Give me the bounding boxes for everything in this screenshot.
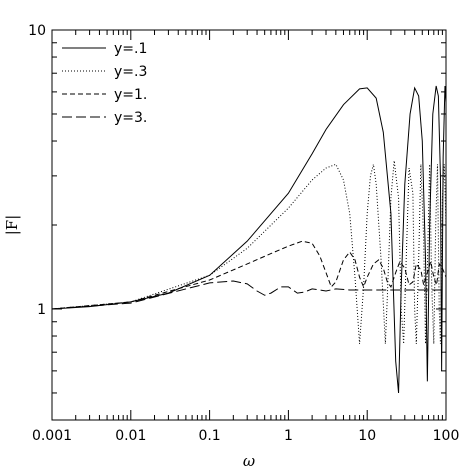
x-axis-title: ω — [243, 452, 255, 470]
plot-frame — [51, 29, 447, 421]
series-line-1 — [52, 85, 446, 394]
x-tick-label: 0.01 — [115, 428, 146, 444]
tick-label-layer: 0.001 0.01 0.1 1 10 100 1 10 — [28, 23, 459, 444]
x-tick-label: 1 — [284, 428, 293, 444]
x-tick-label: 0.001 — [32, 428, 72, 444]
y-axis-title: |F| — [3, 215, 21, 236]
legend: y=.1 y=.3 y=1. y=3. — [62, 41, 147, 126]
series-line-3 — [52, 240, 446, 310]
x-tick-label: 100 — [433, 428, 460, 444]
legend-label: y=.3 — [114, 64, 147, 80]
x-tick-label: 0.1 — [198, 428, 220, 444]
legend-label: y=3. — [114, 110, 147, 126]
y-tick-label: 1 — [37, 302, 46, 318]
series-line-2 — [52, 160, 446, 344]
x-tick-label: 10 — [358, 428, 376, 444]
legend-label: y=1. — [114, 87, 147, 103]
y-tick-label: 10 — [28, 23, 46, 39]
series-layer — [52, 85, 446, 394]
tick-layer — [51, 30, 446, 421]
series-line-4 — [52, 280, 446, 310]
legend-label: y=.1 — [114, 41, 147, 57]
